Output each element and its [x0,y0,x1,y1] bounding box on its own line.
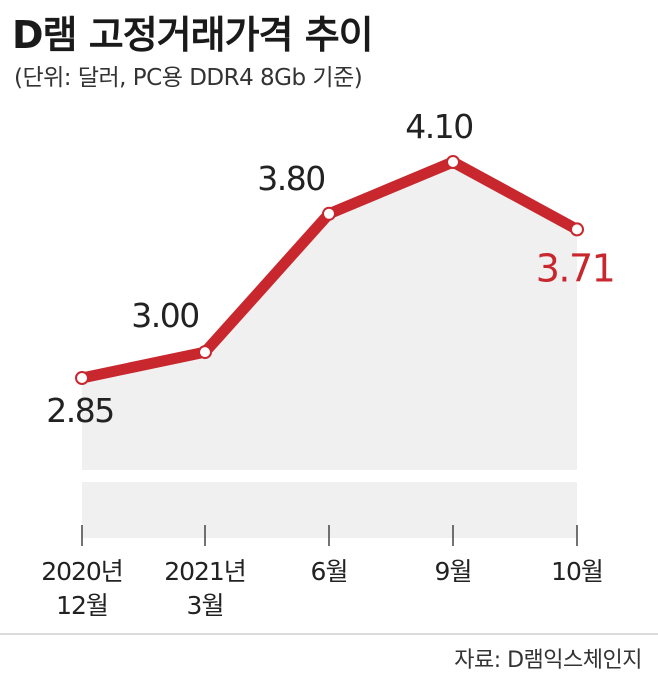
data-label-2: 3.80 [257,159,324,198]
data-label-1: 3.00 [131,296,198,335]
area-fill [82,162,577,470]
data-label-0: 2.85 [46,391,113,430]
chart-title: D램 고정거래가격 추이 [12,13,374,57]
data-point-3 [446,155,460,169]
x-tick-label-2-0: 6월 [311,557,348,586]
data-point-1 [198,345,212,360]
source-note: 자료: D램익스체인지 [454,648,642,673]
x-tick-label-3-0: 9월 [435,557,472,586]
x-tick-label-4-0: 10월 [551,557,603,586]
x-tick-label-0-0: 2020년 [41,557,123,586]
x-tick-label-1-1: 3월 [187,591,224,620]
data-label-4: 3.71 [536,246,615,290]
x-tick-label-0-1: 12월 [56,591,108,620]
data-point-4 [570,222,584,237]
data-point-2 [322,206,336,221]
chart-subtitle: (단위: 달러, PC용 DDR4 8Gb 기준) [14,65,363,91]
x-tick-label-1-0: 2021년 [164,557,246,586]
data-point-0 [75,371,89,385]
data-label-3: 4.10 [405,107,472,146]
